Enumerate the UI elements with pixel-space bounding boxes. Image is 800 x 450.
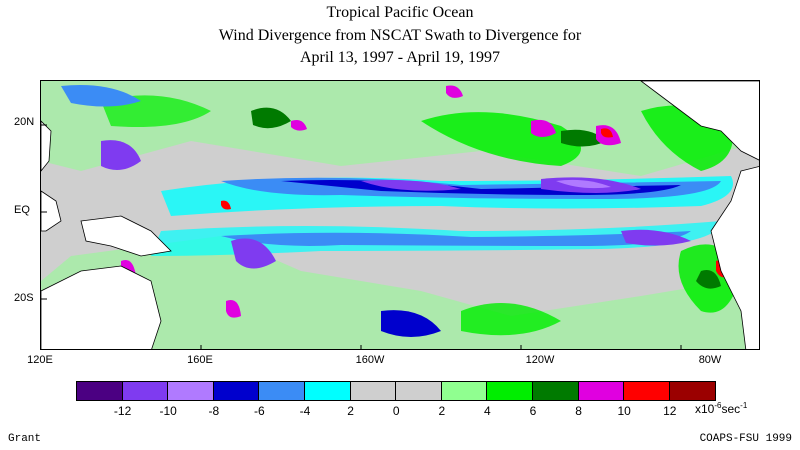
lon-label-120w: 120W bbox=[525, 354, 555, 366]
south-america-land bbox=[710, 166, 759, 349]
author-credit: Grant bbox=[8, 433, 42, 445]
map-title-line-3: April 13, 1997 - April 19, 1997 bbox=[300, 49, 500, 66]
colorbar-swatch-13 bbox=[669, 382, 716, 400]
source-credit: COAPS-FSU 1999 bbox=[699, 433, 792, 445]
colorbar-swatch-8 bbox=[441, 382, 488, 400]
philippines-land bbox=[41, 120, 52, 172]
positive-divergence-regions bbox=[41, 81, 759, 349]
colorbar-tick-label: -12 bbox=[113, 404, 132, 418]
colorbar-tick-label: -6 bbox=[254, 404, 265, 418]
lon-label-160e: 160E bbox=[187, 354, 213, 366]
central-america-land bbox=[640, 81, 759, 161]
divergence-field bbox=[41, 81, 759, 349]
new-guinea-land bbox=[80, 215, 172, 257]
colorbar-tick-label: 12 bbox=[663, 404, 677, 418]
land-masses bbox=[41, 81, 759, 349]
colorbar-swatch-5 bbox=[304, 382, 351, 400]
australia-land bbox=[41, 265, 162, 349]
graticule-ticks bbox=[41, 124, 682, 349]
colorbar-units: x10-6sec-1 bbox=[695, 401, 748, 416]
lon-label-160w: 160W bbox=[355, 354, 385, 366]
colorbar-swatch-11 bbox=[578, 382, 625, 400]
convergence-band bbox=[61, 85, 733, 337]
colorbar-swatch-12 bbox=[624, 382, 670, 400]
colorbar bbox=[76, 381, 717, 401]
colorbar-swatch-7 bbox=[396, 382, 442, 400]
lat-label-20s: 20S bbox=[14, 292, 34, 304]
colorbar-swatch-2 bbox=[168, 382, 214, 400]
colorbar-swatch-10 bbox=[532, 382, 579, 400]
indonesia-land bbox=[41, 190, 62, 232]
colorbar-tick-label: 10 bbox=[617, 404, 631, 418]
colorbar-tick-label: 6 bbox=[529, 404, 537, 418]
colorbar-tick-label: 4 bbox=[484, 404, 491, 418]
divergence-map bbox=[40, 80, 760, 350]
colorbar-swatch-3 bbox=[213, 382, 260, 400]
colorbar-tick-label: 8 bbox=[575, 404, 582, 418]
lon-label-120e: 120E bbox=[27, 354, 53, 366]
colorbar-swatch-9 bbox=[487, 382, 533, 400]
colorbar-tick-label: -10 bbox=[159, 404, 177, 418]
colorbar-swatch-0 bbox=[77, 382, 123, 400]
colorbar-tick-label: -8 bbox=[208, 404, 220, 418]
map-title-line-2: Wind Divergence from NSCAT Swath to Dive… bbox=[218, 27, 582, 44]
colorbar-tick-label: -4 bbox=[299, 404, 311, 418]
colorbar-tick-label: 2 bbox=[347, 404, 354, 418]
colorbar-swatch-6 bbox=[350, 382, 397, 400]
lat-label-eq: EQ bbox=[14, 204, 30, 216]
colorbar-swatch-1 bbox=[122, 382, 169, 400]
colorbar-swatch-4 bbox=[259, 382, 305, 400]
colorbar-tick-label: 0 bbox=[392, 404, 400, 418]
lat-label-20n: 20N bbox=[14, 116, 35, 128]
map-title-line-1: Tropical Pacific Ocean bbox=[326, 4, 474, 21]
colorbar-tick-label: 2 bbox=[438, 404, 446, 418]
lon-label-80w: 80W bbox=[698, 354, 722, 366]
